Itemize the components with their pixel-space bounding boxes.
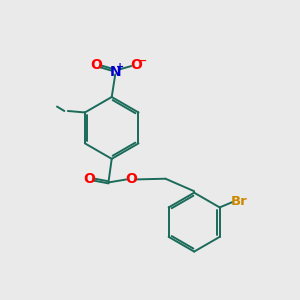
Text: −: −	[138, 56, 147, 66]
Text: O: O	[125, 172, 137, 186]
Text: Br: Br	[230, 195, 247, 208]
Text: O: O	[84, 172, 96, 186]
Text: O: O	[130, 58, 142, 72]
Text: +: +	[116, 62, 124, 72]
Text: N: N	[110, 65, 121, 79]
Text: O: O	[90, 58, 102, 72]
